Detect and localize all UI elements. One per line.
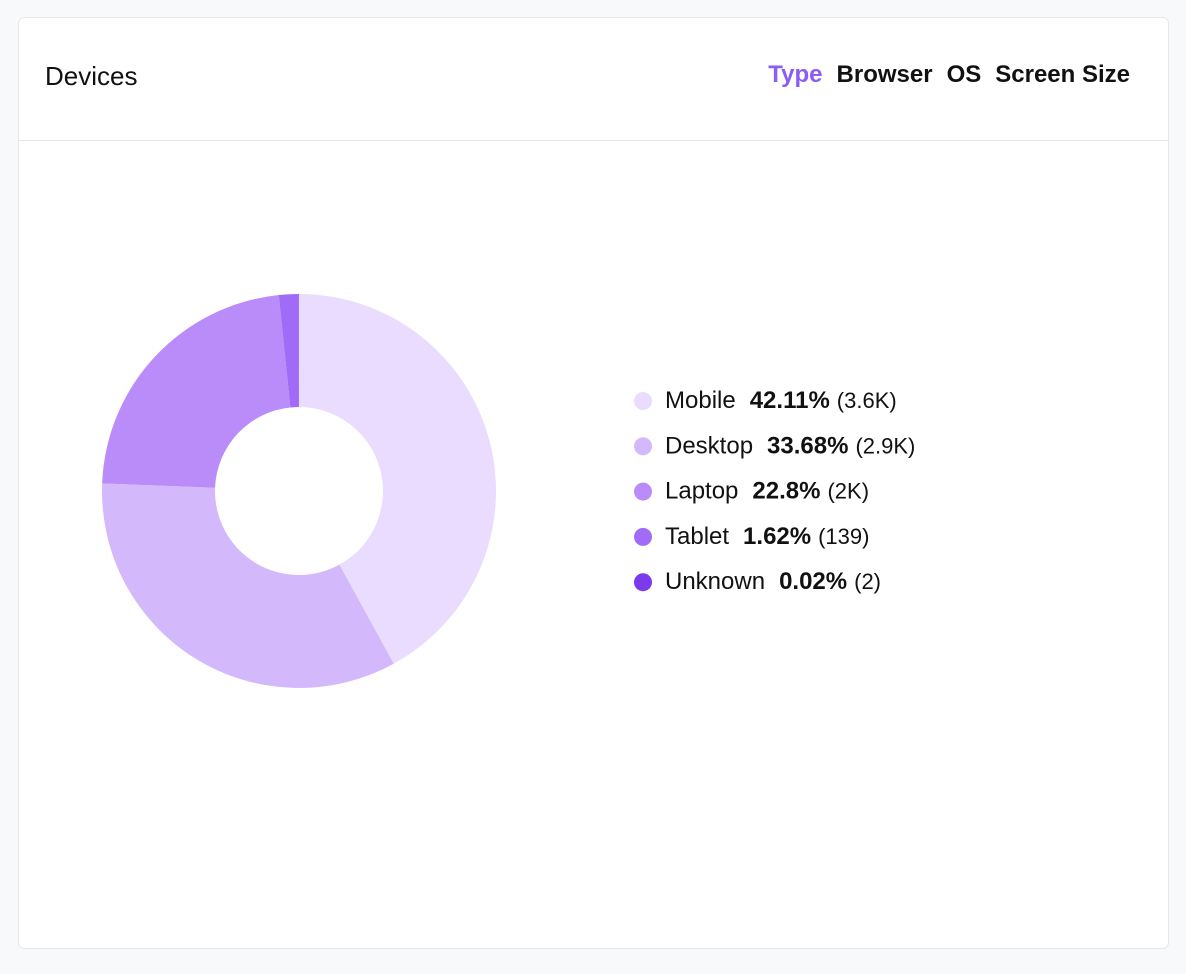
legend-swatch <box>634 482 652 501</box>
tab[interactable]: Screen Size <box>995 61 1130 88</box>
tab[interactable]: Type <box>768 61 822 88</box>
card <box>18 17 1169 949</box>
legend-percent: 33.68% <box>767 433 848 460</box>
legend-label: Desktop <box>665 433 753 460</box>
legend-count: (139) <box>818 524 869 549</box>
donut-slice <box>102 295 291 488</box>
legend-percent: 22.8% <box>752 478 820 505</box>
tab[interactable]: Browser <box>837 61 933 88</box>
legend-count: (3.6K) <box>837 388 897 413</box>
legend-percent: 0.02% <box>779 569 847 596</box>
card-title: Devices <box>45 61 137 91</box>
legend-label: Mobile <box>665 387 736 414</box>
legend-entry: Unknown 0.02% (2) <box>665 569 881 596</box>
donut-chart <box>102 294 497 688</box>
legend-swatch <box>634 392 652 410</box>
legend-label: Unknown <box>665 569 765 596</box>
legend-swatch <box>634 437 652 456</box>
legend-percent: 1.62% <box>743 523 811 550</box>
legend-percent: 42.11% <box>750 387 830 414</box>
donut-slice <box>102 483 394 688</box>
tab-bar: Type Browser OS Screen Size <box>768 61 1130 88</box>
legend-entry: Laptop 22.8% (2K) <box>665 478 869 505</box>
legend-label: Laptop <box>665 478 738 505</box>
legend-entry: Desktop 33.68% (2.9K) <box>665 433 915 460</box>
legend-swatch <box>634 527 652 546</box>
legend-entry: Tablet 1.62% (139) <box>665 523 869 550</box>
legend-count: (2) <box>854 569 881 594</box>
legend-count: (2K) <box>827 478 869 503</box>
legend-swatch <box>634 573 652 592</box>
legend-entry: Mobile 42.11% (3.6K) <box>665 387 897 414</box>
legend-count: (2.9K) <box>855 433 915 458</box>
legend-label: Tablet <box>665 523 729 550</box>
donut-slice <box>299 294 497 664</box>
legend: Mobile 42.11% (3.6K) Desktop 33.68% (2.9K) Lap… <box>634 387 915 596</box>
tab[interactable]: OS <box>947 61 982 88</box>
donut-slice <box>278 294 299 408</box>
